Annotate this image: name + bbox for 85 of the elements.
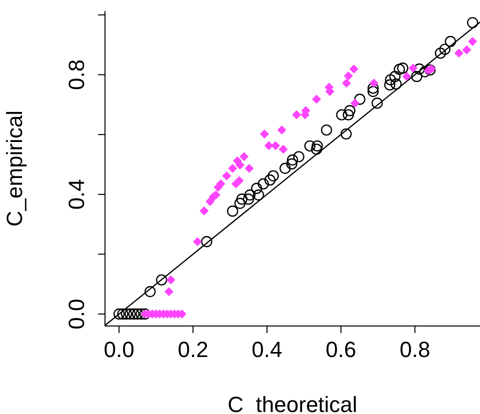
point <box>312 140 323 152</box>
point <box>264 174 276 186</box>
x-tick-label: 0.2 <box>178 337 208 362</box>
point <box>462 45 472 54</box>
point <box>252 189 264 201</box>
point <box>242 194 254 205</box>
point <box>222 171 232 180</box>
point <box>434 48 446 59</box>
point <box>372 98 383 109</box>
point <box>206 197 215 206</box>
point <box>113 308 125 320</box>
point <box>384 79 396 90</box>
point <box>369 78 378 88</box>
point <box>320 124 332 136</box>
point <box>117 308 128 320</box>
point <box>240 152 249 162</box>
point <box>408 64 418 73</box>
point <box>368 82 379 94</box>
point <box>120 308 132 320</box>
point <box>424 64 436 76</box>
point <box>310 144 322 155</box>
point <box>260 129 269 138</box>
point <box>244 189 256 201</box>
point <box>144 286 156 298</box>
point <box>268 170 279 182</box>
point <box>402 72 412 82</box>
point <box>236 194 248 205</box>
x-tick-label: 0.6 <box>326 337 356 362</box>
x-tick-label: 0.4 <box>252 337 282 362</box>
point <box>340 128 352 140</box>
point <box>304 140 316 152</box>
point <box>344 71 353 80</box>
point <box>390 78 402 90</box>
point <box>226 206 238 217</box>
point <box>312 94 322 104</box>
point <box>384 74 396 86</box>
point <box>350 98 360 108</box>
point <box>200 206 209 216</box>
point <box>293 151 304 162</box>
point <box>292 110 302 120</box>
point <box>344 105 356 116</box>
y-tick-label: 0.4 <box>64 179 89 210</box>
point <box>128 308 140 320</box>
point <box>439 44 450 55</box>
point <box>277 126 286 135</box>
point <box>156 274 168 286</box>
point <box>278 144 288 154</box>
point <box>467 17 478 28</box>
point <box>132 308 144 320</box>
point <box>166 275 176 284</box>
x-tick-label: 0.8 <box>400 337 430 362</box>
point <box>336 109 348 120</box>
point <box>394 64 405 75</box>
point <box>264 141 274 150</box>
point <box>342 109 354 120</box>
y-tick-label: 0.0 <box>64 298 89 330</box>
point <box>192 237 202 246</box>
point <box>234 198 246 209</box>
x-axis-title: C_theoretical <box>228 392 358 414</box>
point <box>349 64 358 74</box>
point <box>244 164 254 173</box>
y-tick-label: 0.8 <box>64 59 89 90</box>
point <box>201 236 212 248</box>
y-axis-title: C_empirical <box>2 110 27 227</box>
point <box>414 63 425 75</box>
point <box>354 94 366 105</box>
point <box>286 158 298 170</box>
point <box>286 154 298 166</box>
point <box>397 62 408 74</box>
point <box>389 70 401 82</box>
point <box>124 308 136 320</box>
x-tick-label: 0.0 <box>104 337 134 362</box>
point <box>368 86 379 98</box>
point <box>454 48 464 58</box>
point <box>228 164 238 173</box>
point <box>251 182 262 194</box>
point <box>342 78 351 88</box>
point <box>164 287 174 296</box>
point <box>468 37 478 46</box>
point <box>234 176 244 186</box>
point <box>444 36 456 48</box>
point <box>232 156 242 166</box>
point <box>258 178 269 190</box>
point <box>411 70 422 82</box>
point <box>280 162 291 174</box>
